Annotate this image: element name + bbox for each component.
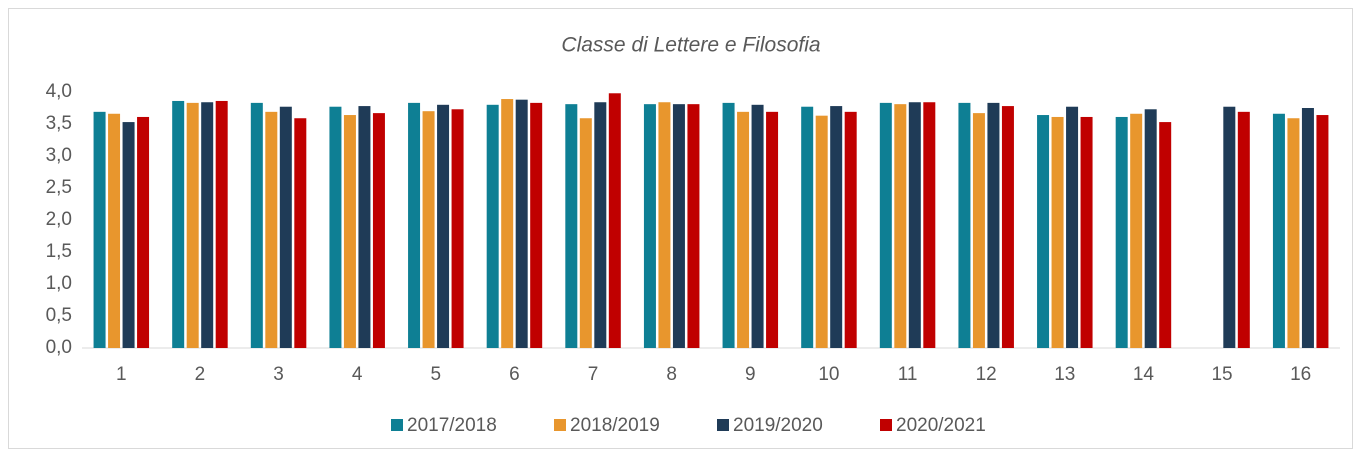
bar (422, 111, 435, 348)
legend-label: 2019/2020 (733, 415, 823, 436)
bar (972, 113, 985, 349)
y-tick-label: 0,5 (46, 305, 72, 326)
bar (815, 115, 828, 349)
bar (93, 111, 106, 348)
bar (1223, 106, 1236, 348)
x-tick-label: 15 (1211, 364, 1232, 385)
legend-swatch (391, 419, 403, 431)
x-tick-label: 3 (273, 364, 284, 385)
x-tick-label: 16 (1290, 364, 1311, 385)
bar (437, 104, 450, 348)
bar (987, 102, 1000, 348)
bar (343, 115, 356, 348)
bar (608, 93, 621, 348)
bar (565, 104, 578, 348)
x-tick-label: 4 (352, 364, 363, 385)
bar (451, 109, 464, 348)
x-tick-label: 10 (818, 364, 839, 385)
x-tick-label: 6 (509, 364, 520, 385)
bar (643, 104, 656, 348)
x-tick-label: 13 (1054, 364, 1075, 385)
y-tick-label: 3,5 (46, 113, 72, 134)
y-tick-label: 1,0 (46, 273, 72, 294)
x-tick-label: 12 (976, 364, 997, 385)
legend-swatch (717, 419, 729, 431)
bar (108, 113, 121, 348)
y-tick-label: 3,0 (46, 145, 72, 166)
y-tick-label: 0,0 (46, 337, 72, 358)
bar (687, 104, 700, 348)
y-tick-label: 2,0 (46, 209, 72, 230)
bar (923, 102, 936, 349)
bar (358, 106, 371, 348)
bar (372, 113, 385, 349)
bar (1272, 113, 1285, 348)
bar (515, 99, 528, 349)
chart-title: Classe di Lettere e Filosofia (561, 34, 820, 57)
bar (801, 106, 814, 348)
x-tick-label: 11 (898, 364, 918, 385)
bar (486, 104, 499, 348)
bar (737, 111, 750, 348)
bar (172, 100, 185, 349)
bar (201, 102, 214, 349)
bar (279, 106, 292, 348)
x-tick-label: 8 (666, 364, 677, 385)
x-tick-label: 1 (116, 364, 127, 385)
x-tick-label: 5 (431, 364, 442, 385)
bar (186, 102, 199, 348)
bar (1287, 118, 1300, 349)
bar (1144, 109, 1157, 348)
bar (408, 102, 421, 348)
bar (329, 106, 342, 348)
bar (1130, 113, 1143, 348)
bar (722, 102, 735, 348)
bar (908, 102, 921, 349)
bar (879, 102, 892, 348)
bar (1316, 115, 1329, 348)
bar (894, 104, 907, 348)
bar (1159, 122, 1172, 348)
bar (250, 102, 263, 348)
bar (579, 118, 592, 349)
x-tick-label: 7 (588, 364, 599, 385)
bar (1237, 111, 1250, 348)
bar (122, 122, 135, 348)
bar (751, 104, 764, 348)
bar (1080, 116, 1093, 349)
legend-swatch (880, 419, 892, 431)
bar (1115, 116, 1128, 349)
y-tick-label: 2,5 (46, 177, 72, 198)
bar (1051, 116, 1064, 349)
y-tick-label: 4,0 (46, 81, 72, 102)
bar (215, 100, 228, 349)
legend-label: 2017/2018 (407, 415, 497, 436)
x-tick-label: 2 (195, 364, 206, 385)
legend-label: 2020/2021 (896, 415, 986, 436)
legend-swatch (554, 419, 566, 431)
x-tick-label: 14 (1133, 364, 1155, 385)
bar (265, 111, 278, 348)
bar (1066, 106, 1079, 348)
x-tick-label: 9 (745, 364, 756, 385)
bar (530, 102, 543, 348)
bar (958, 102, 971, 348)
bar (658, 102, 671, 349)
bar (501, 99, 514, 348)
bar (1001, 106, 1014, 348)
legend-label: 2018/2019 (570, 415, 660, 436)
bar (1037, 115, 1050, 348)
bar (1301, 108, 1314, 348)
bar (294, 118, 307, 349)
bar (830, 106, 843, 348)
bar (766, 111, 779, 348)
bar (137, 116, 150, 349)
bar (594, 102, 607, 349)
y-tick-label: 1,5 (46, 241, 72, 262)
bar (844, 111, 857, 348)
bar (672, 104, 685, 348)
